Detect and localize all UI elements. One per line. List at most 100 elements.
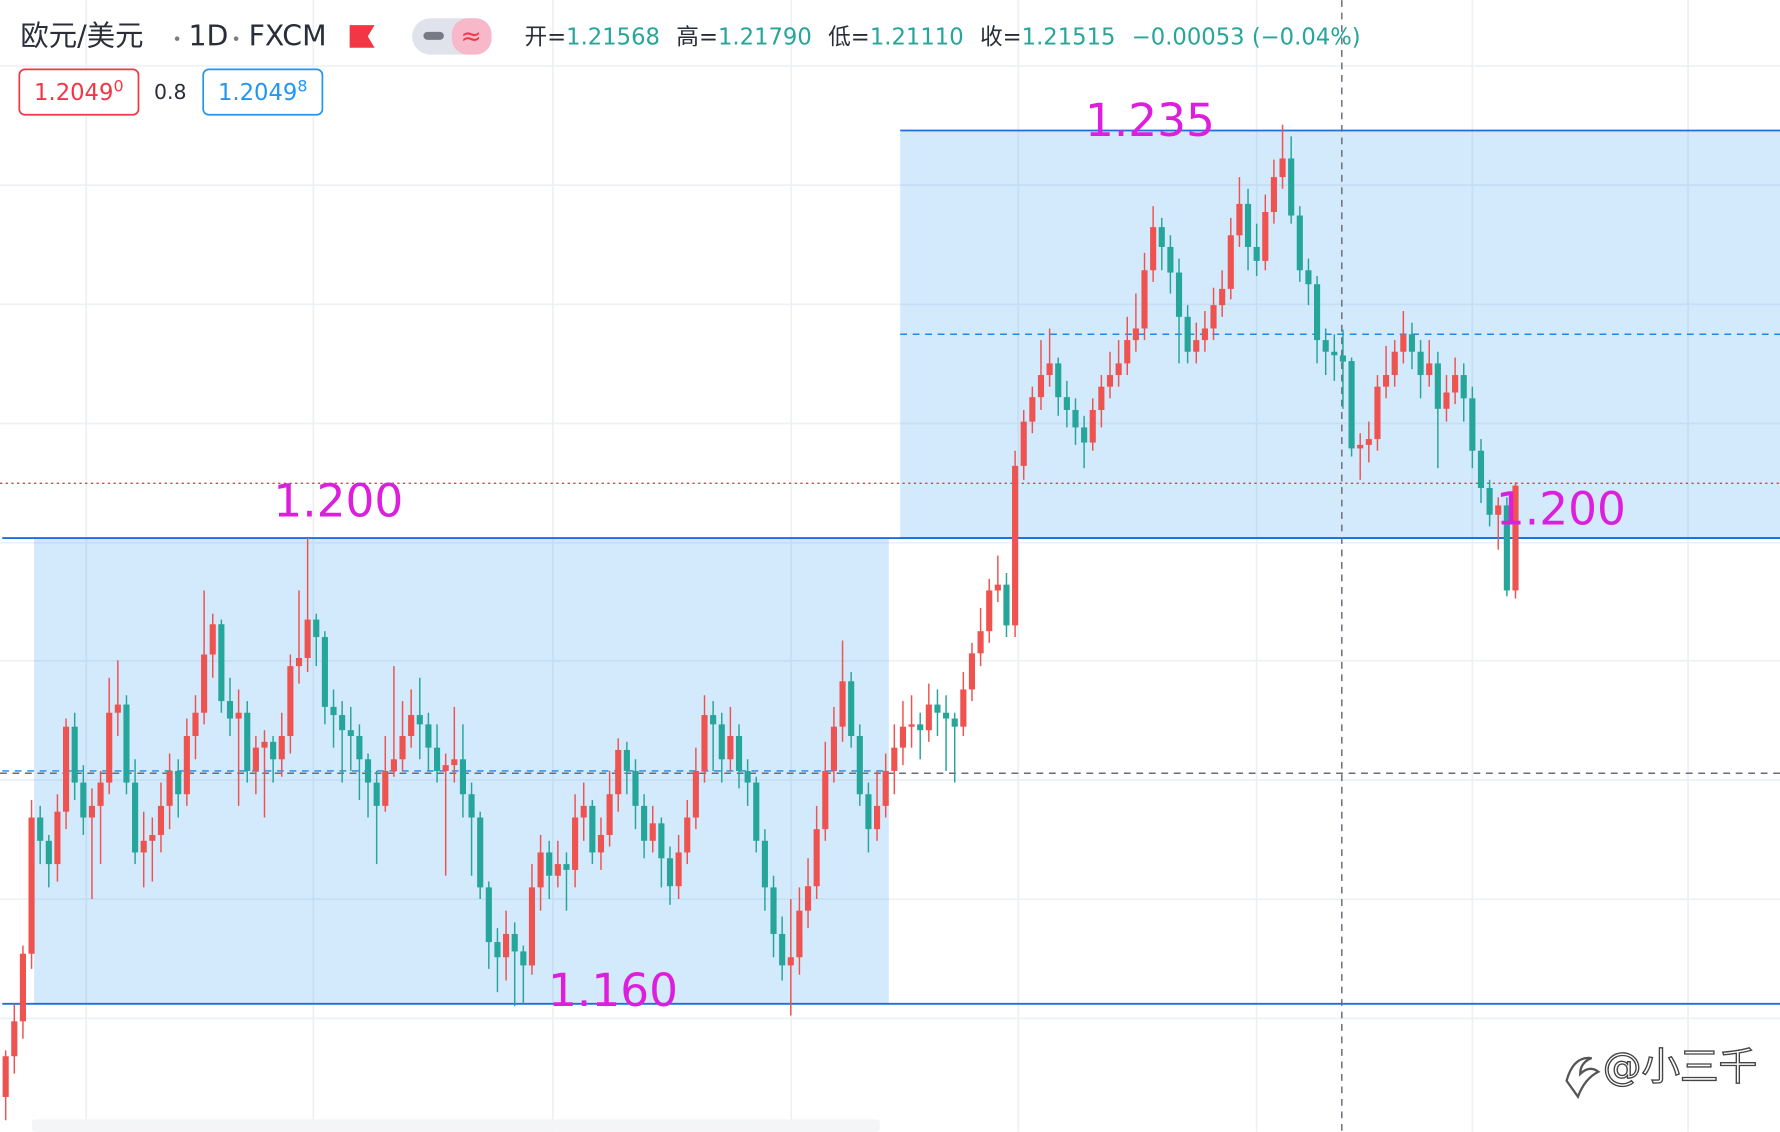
candle-body xyxy=(408,715,415,737)
candle-body xyxy=(701,715,708,771)
candle-body xyxy=(390,759,397,771)
candle-body xyxy=(1262,212,1269,261)
candle-body xyxy=(166,770,173,806)
candle-body xyxy=(951,718,958,727)
candle-body xyxy=(54,811,61,865)
candle-body xyxy=(934,704,941,713)
candle-body xyxy=(641,805,648,841)
annotation: 1.235 xyxy=(1085,94,1215,147)
candle-body xyxy=(1055,363,1062,398)
annotation: 1.200 xyxy=(1496,482,1626,535)
interval: 1D xyxy=(188,20,228,53)
candle-body xyxy=(1348,361,1355,449)
candle-body xyxy=(313,619,320,638)
low-label: 低= xyxy=(828,24,870,50)
candle-body xyxy=(666,858,674,887)
candle-body xyxy=(684,817,691,853)
candle-body xyxy=(1452,375,1459,393)
candle-body xyxy=(1210,305,1217,329)
candle-body xyxy=(735,736,743,771)
candle-body xyxy=(753,782,760,841)
candle-body xyxy=(330,706,337,716)
candle-body xyxy=(1175,272,1183,317)
candle-body xyxy=(1469,398,1476,451)
candle-body xyxy=(45,840,52,865)
sell-button[interactable] xyxy=(18,68,140,116)
candle-body xyxy=(632,770,639,806)
candle-body xyxy=(399,736,406,760)
candle-body xyxy=(1477,450,1485,488)
buy-price: 1.20498 xyxy=(218,76,307,106)
candle-body xyxy=(88,805,96,818)
candle-body xyxy=(925,704,932,731)
candle-body xyxy=(1219,288,1226,306)
candle-body xyxy=(28,817,35,954)
candle-body xyxy=(1391,351,1398,376)
change: −0.00053 (−0.04%) xyxy=(1132,24,1361,50)
candle-body xyxy=(986,590,993,632)
toggle-minus xyxy=(423,31,444,40)
candle-body xyxy=(606,794,613,835)
candle-body xyxy=(727,736,734,760)
candle-body xyxy=(433,747,441,771)
candle-body xyxy=(382,770,389,806)
candle-body xyxy=(37,817,44,841)
candle-body xyxy=(244,712,251,771)
candle-body xyxy=(718,724,725,760)
buy-button[interactable] xyxy=(202,68,324,116)
sell-price: 1.20490 xyxy=(34,76,124,106)
candle-body xyxy=(1305,270,1312,285)
candle-body xyxy=(71,726,78,783)
candle-body xyxy=(235,712,242,719)
toggle-wave: ≈ xyxy=(461,22,482,51)
candle-body xyxy=(1331,351,1338,356)
open-value: 1.21568 xyxy=(566,24,660,50)
candle-body xyxy=(364,759,372,783)
candle-body xyxy=(321,637,328,707)
spread: 0.8 xyxy=(154,80,186,104)
candle-body xyxy=(1150,227,1157,271)
candle-body xyxy=(1322,340,1329,352)
candle-body xyxy=(1124,340,1131,364)
source: FXCM xyxy=(249,20,327,53)
candle-body xyxy=(157,805,165,835)
candle-body xyxy=(770,887,777,934)
candle-body xyxy=(891,747,898,771)
candle-body xyxy=(1408,334,1416,352)
candle-body xyxy=(451,759,458,766)
candle-body xyxy=(278,736,285,760)
toggle-active[interactable] xyxy=(451,18,492,55)
candle-body xyxy=(503,933,510,958)
flag-icon[interactable] xyxy=(349,25,375,48)
annotation: 1.160 xyxy=(548,964,678,1017)
candle-body xyxy=(1098,386,1105,410)
candle-body xyxy=(304,619,311,658)
candle-body xyxy=(468,794,475,818)
candle-body xyxy=(623,749,630,771)
candle-body xyxy=(123,704,130,783)
candle-body xyxy=(1460,375,1467,399)
candle-body xyxy=(477,817,484,888)
candle-body xyxy=(1253,246,1260,261)
candle-body xyxy=(839,681,846,727)
candle-body xyxy=(1374,386,1381,440)
candle-body xyxy=(416,715,423,725)
candle-body xyxy=(494,942,501,958)
open-label: 开= xyxy=(524,24,566,50)
candle-body xyxy=(830,726,837,771)
candle-body xyxy=(114,704,121,713)
candle-body xyxy=(787,957,794,966)
candle-body xyxy=(1495,505,1502,515)
sell-price-main: 1.2049 xyxy=(34,80,113,106)
candle-body xyxy=(675,852,682,887)
candle-body xyxy=(873,805,881,830)
candle-body xyxy=(2,1056,9,1097)
candle-body xyxy=(1012,465,1019,626)
candle-body xyxy=(1357,444,1364,449)
candle-body xyxy=(1020,421,1027,466)
candle-body xyxy=(1132,328,1139,341)
candle-body xyxy=(132,782,139,853)
annotation: 1.200 xyxy=(273,474,403,527)
